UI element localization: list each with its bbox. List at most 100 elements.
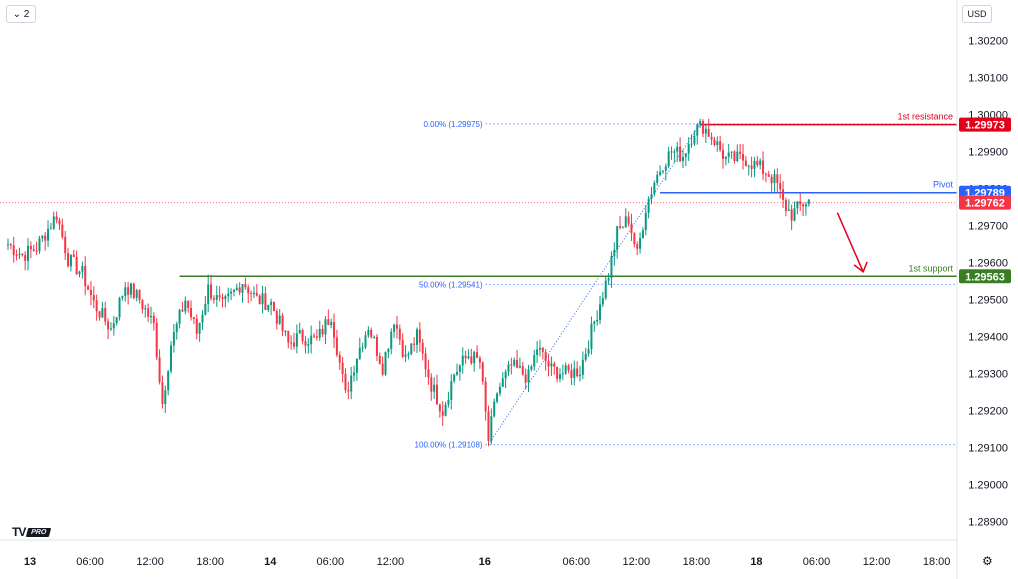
candle-body bbox=[398, 328, 401, 340]
candle-body bbox=[255, 292, 258, 296]
candle-body bbox=[564, 365, 567, 374]
candle-body bbox=[576, 368, 579, 377]
candle-body bbox=[641, 230, 644, 239]
candle-body bbox=[601, 298, 604, 305]
currency-button[interactable]: USD bbox=[962, 5, 992, 23]
candle-body bbox=[24, 255, 27, 261]
candle-body bbox=[739, 151, 742, 155]
candle-body bbox=[167, 371, 170, 391]
candle-body bbox=[653, 182, 656, 195]
candle-body bbox=[232, 289, 235, 292]
candle-body bbox=[215, 295, 218, 300]
candle-body bbox=[478, 357, 481, 363]
candle-body bbox=[138, 290, 141, 301]
candle-body bbox=[427, 369, 430, 378]
candle-body bbox=[267, 304, 270, 311]
level-name-label[interactable]: 1st support bbox=[908, 263, 953, 273]
candle-body bbox=[64, 236, 67, 254]
candle-body bbox=[756, 160, 759, 165]
candle-body bbox=[298, 329, 301, 334]
annotations[interactable] bbox=[836, 212, 868, 274]
price-tag bbox=[959, 269, 1011, 284]
candle-body bbox=[92, 295, 95, 301]
support-resistance-levels[interactable]: 1st resistance Pivot 1st support bbox=[0, 112, 957, 278]
candle-body bbox=[301, 329, 304, 342]
candle-body bbox=[9, 244, 12, 246]
candle-body bbox=[410, 343, 413, 355]
candle-body bbox=[541, 347, 544, 352]
x-tick-label: 12:00 bbox=[863, 556, 891, 568]
candle-body bbox=[330, 322, 333, 326]
x-tick-label: 14 bbox=[264, 556, 277, 568]
fib-level-label[interactable]: 0.00% (1.29975) bbox=[423, 120, 482, 129]
candle-body bbox=[507, 364, 510, 372]
candle-body bbox=[747, 165, 750, 167]
candle-body bbox=[464, 355, 467, 359]
candle-body bbox=[41, 235, 44, 239]
candle-body bbox=[447, 399, 450, 405]
interval-dropdown[interactable]: ⌄ 2 bbox=[6, 5, 36, 23]
candle-body bbox=[538, 347, 541, 350]
candle-body bbox=[150, 315, 152, 317]
candle-body bbox=[212, 298, 215, 300]
candle-body bbox=[547, 360, 550, 367]
candle-body bbox=[112, 323, 115, 329]
candle-body bbox=[132, 283, 135, 299]
candle-body bbox=[687, 144, 690, 154]
candle-body bbox=[27, 245, 30, 261]
candle-body bbox=[579, 374, 581, 377]
fib-trendline bbox=[488, 123, 701, 445]
y-tick-label: 1.29300 bbox=[968, 369, 1008, 381]
candle-body bbox=[52, 216, 55, 229]
candle-body bbox=[630, 223, 633, 234]
candle-body bbox=[659, 171, 662, 175]
candle-body bbox=[252, 292, 255, 294]
candle-body bbox=[47, 228, 50, 241]
candle-body bbox=[170, 345, 173, 372]
candle-body bbox=[667, 151, 670, 167]
candle-body bbox=[129, 283, 132, 295]
candle-body bbox=[178, 309, 181, 324]
level-name-label[interactable]: Pivot bbox=[933, 180, 954, 190]
candle-body bbox=[333, 322, 336, 338]
candle-body bbox=[619, 226, 622, 228]
candle-body bbox=[381, 363, 384, 375]
candle-body bbox=[676, 146, 679, 152]
candle-body bbox=[722, 149, 724, 159]
candle-body bbox=[373, 336, 376, 338]
fib-level-label[interactable]: 100.00% (1.29108) bbox=[415, 441, 483, 450]
candle-body bbox=[190, 307, 193, 318]
candle-body bbox=[550, 363, 553, 367]
candle-body bbox=[644, 212, 647, 231]
candle-body bbox=[444, 404, 447, 416]
candle-body bbox=[544, 351, 547, 361]
fib-level-label[interactable]: 50.00% (1.29541) bbox=[419, 280, 483, 289]
settings-gear-icon[interactable]: ⚙ bbox=[982, 554, 993, 568]
fibonacci-retracement[interactable]: 0.00% (1.29975) 50.00% (1.29541) 100.00% (… bbox=[415, 120, 957, 450]
candle-body bbox=[518, 366, 521, 368]
candle-body bbox=[421, 342, 424, 354]
candle-body bbox=[587, 348, 590, 354]
level-name-label[interactable]: 1st resistance bbox=[897, 112, 953, 122]
candle-body bbox=[184, 300, 187, 312]
down-arrow-shaft bbox=[836, 212, 864, 273]
candle-body bbox=[799, 201, 802, 205]
candle-body bbox=[753, 160, 756, 169]
candle-body bbox=[204, 303, 207, 315]
candle-body bbox=[436, 384, 438, 405]
time-axis[interactable]: 13 06:00 12:00 18:00 14 06:00 12:00 16 06:00 12:0… bbox=[0, 539, 957, 568]
x-tick-label: 13 bbox=[24, 556, 36, 568]
x-tick-label: 12:00 bbox=[377, 556, 405, 568]
current-price-tag-label: 1.29762 bbox=[965, 198, 1005, 210]
candle-body bbox=[624, 216, 627, 228]
candle-body bbox=[510, 364, 513, 366]
x-tick-label: 12:00 bbox=[136, 556, 164, 568]
logo-text: TV bbox=[12, 525, 26, 539]
candle-body bbox=[338, 354, 341, 363]
candle-body bbox=[121, 296, 124, 299]
candle-body bbox=[573, 368, 576, 378]
candle-body bbox=[295, 333, 298, 347]
candle-body bbox=[310, 335, 313, 345]
price-axis[interactable]: 1.302001.301001.300001.299001.298001.297… bbox=[956, 0, 1011, 579]
